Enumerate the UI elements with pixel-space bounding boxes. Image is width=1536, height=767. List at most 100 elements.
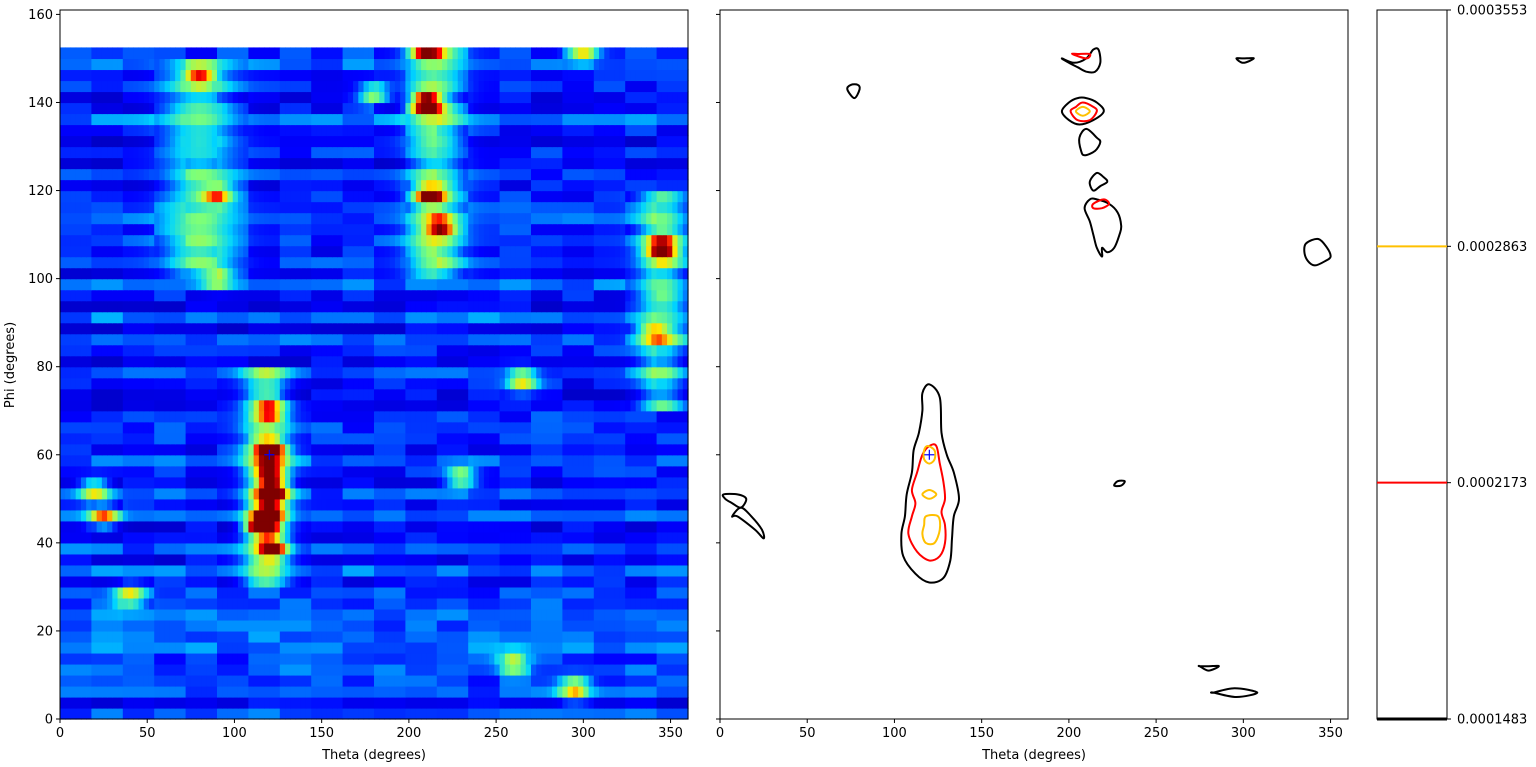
- heatmap-cell: [222, 663, 229, 676]
- heatmap-cell: [677, 597, 684, 610]
- heatmap-cell: [468, 641, 475, 654]
- heatmap-cell: [96, 465, 103, 478]
- heatmap-cell: [635, 289, 642, 302]
- heatmap-cell: [75, 443, 82, 456]
- heatmap-cell: [91, 454, 98, 467]
- heatmap-cell: [494, 410, 501, 423]
- heatmap-cell: [588, 322, 595, 335]
- heatmap-cell: [285, 520, 291, 533]
- heatmap-cell: [667, 344, 673, 357]
- heatmap-cell: [562, 465, 569, 478]
- heatmap-cell: [651, 619, 658, 632]
- heatmap-cell: [337, 267, 344, 280]
- heatmap-cell: [677, 608, 684, 621]
- heatmap-cell: [138, 498, 145, 511]
- heatmap-cell: [379, 476, 386, 489]
- heatmap-cell: [107, 256, 113, 269]
- heatmap-cell: [332, 641, 338, 654]
- heatmap-cell: [112, 388, 119, 401]
- heatmap-cell: [447, 388, 454, 401]
- heatmap-cell: [159, 366, 166, 379]
- heatmap-cell: [374, 289, 380, 302]
- heatmap-cell: [646, 531, 652, 544]
- heatmap-cell: [91, 366, 98, 379]
- heatmap-cell: [431, 575, 438, 588]
- heatmap-cell: [96, 366, 103, 379]
- heatmap-cell: [227, 366, 234, 379]
- heatmap-cell: [473, 487, 480, 500]
- heatmap-cell: [363, 333, 370, 346]
- heatmap-cell: [117, 630, 124, 643]
- heatmap-cell: [640, 278, 647, 291]
- heatmap-cell: [190, 707, 197, 720]
- heatmap-cell: [483, 399, 490, 412]
- heatmap-cell: [154, 696, 161, 709]
- heatmap-cell: [217, 476, 223, 489]
- heatmap-cell: [169, 333, 176, 346]
- heatmap-cell: [510, 476, 516, 489]
- heatmap-cell: [248, 322, 255, 335]
- heatmap-cell: [452, 685, 459, 698]
- heatmap-cell: [60, 377, 66, 390]
- heatmap-cell: [583, 575, 590, 588]
- heatmap-cell: [410, 344, 417, 357]
- heatmap-cell: [227, 454, 234, 467]
- heatmap-cell: [447, 608, 454, 621]
- heatmap-cell: [101, 630, 108, 643]
- heatmap-cell: [483, 267, 490, 280]
- heatmap-cell: [384, 663, 391, 676]
- heatmap-cell: [515, 663, 522, 676]
- heatmap-cell: [237, 267, 244, 280]
- heatmap-cell: [520, 443, 527, 456]
- heatmap-cell: [578, 322, 584, 335]
- heatmap-cell: [248, 586, 255, 599]
- heatmap-cell: [457, 355, 464, 368]
- heatmap-cell: [442, 333, 448, 346]
- heatmap-cell: [133, 355, 140, 368]
- heatmap-cell: [347, 487, 354, 500]
- heatmap-cell: [525, 355, 532, 368]
- heatmap-cell: [578, 685, 584, 698]
- heatmap-cell: [190, 256, 197, 269]
- heatmap-cell: [133, 311, 140, 324]
- heatmap-cell: [625, 509, 632, 522]
- heatmap-cell: [65, 399, 72, 412]
- heatmap-cell: [410, 520, 417, 533]
- heatmap-cell: [154, 520, 161, 533]
- heatmap-cell: [159, 454, 166, 467]
- heatmap-cell: [452, 652, 459, 665]
- heatmap-cell: [551, 619, 558, 632]
- heatmap-cell: [60, 278, 66, 291]
- heatmap-cell: [436, 388, 443, 401]
- heatmap-cell: [436, 553, 443, 566]
- heatmap-cell: [311, 509, 318, 522]
- heatmap-cell: [96, 355, 103, 368]
- heatmap-cell: [520, 432, 527, 445]
- heatmap-cell: [677, 553, 684, 566]
- heatmap-cell: [410, 333, 417, 346]
- heatmap-cell: [609, 608, 616, 621]
- heatmap-cell: [661, 608, 668, 621]
- heatmap-cell: [583, 531, 590, 544]
- heatmap-cell: [635, 531, 642, 544]
- heatmap-cell: [619, 707, 626, 720]
- heatmap-cell: [243, 311, 249, 324]
- heatmap-cell: [237, 542, 244, 555]
- heatmap-cell: [269, 564, 276, 577]
- heatmap-cell: [400, 630, 406, 643]
- heatmap-cell: [316, 366, 323, 379]
- heatmap-cell: [567, 652, 574, 665]
- heatmap-cell: [342, 707, 349, 720]
- heatmap-cell: [232, 300, 239, 313]
- heatmap-cell: [253, 575, 260, 588]
- heatmap-cell: [243, 674, 249, 687]
- heatmap-cell: [504, 509, 511, 522]
- heatmap-cell: [619, 388, 626, 401]
- heatmap-cell: [531, 674, 537, 687]
- heatmap-cell: [143, 476, 150, 489]
- heatmap-cell: [227, 344, 234, 357]
- heatmap-cell: [682, 663, 689, 676]
- heatmap-cell: [468, 652, 475, 665]
- heatmap-cell: [394, 641, 401, 654]
- heatmap-cell: [421, 597, 427, 610]
